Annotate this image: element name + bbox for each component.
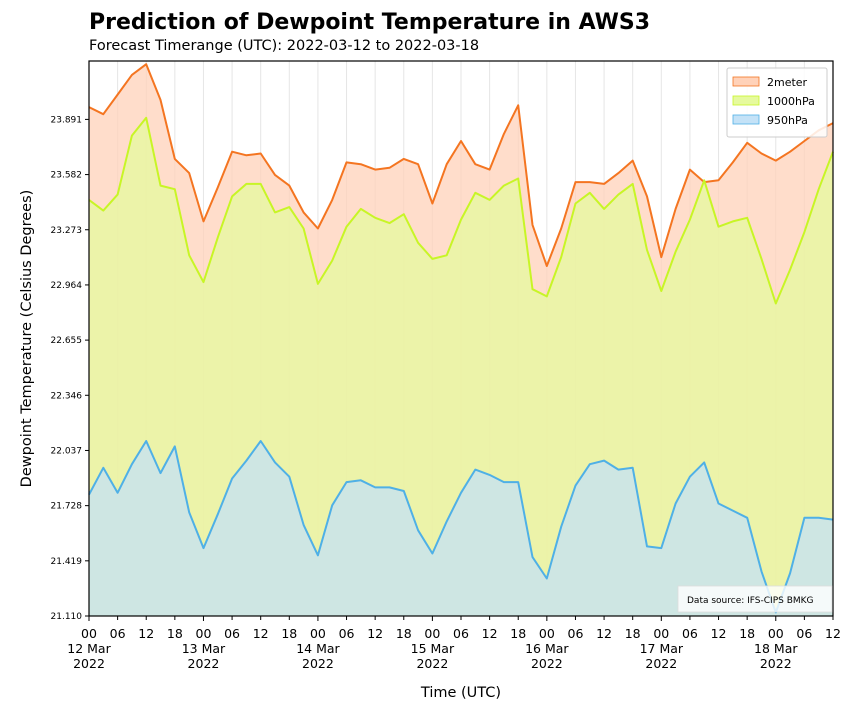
x-tick-label: 06 [796,626,812,641]
x-tick-label: 2022 [73,656,105,671]
x-tick-label: 2022 [645,656,677,671]
legend-swatch-2meter [732,76,760,87]
data-source-note: Data source: IFS-CIPS BMKG [677,585,833,613]
series-areas [89,64,833,617]
x-tick-label: 00 [310,626,326,641]
x-tick-label: 18 [510,626,526,641]
x-tick-label: 06 [682,626,698,641]
y-axis-label: Dewpoint Temperature (Celsius Degrees) [19,190,35,488]
x-tick-label: 12 [711,626,727,641]
chart-subtitle: Forecast Timerange (UTC): 2022-03-12 to … [89,38,480,54]
x-tick-label: 13 Mar [182,641,226,656]
x-tick-label: 00 [196,626,212,641]
x-tick-label: 14 Mar [296,641,340,656]
line-1000hPa [88,116,834,305]
x-tick-label: 06 [453,626,469,641]
legend-label-1000hPa: 1000hPa [767,95,815,108]
y-tick-label: 22.037 [51,446,83,456]
x-tick-label: 18 [281,626,297,641]
x-tick-label: 2022 [188,656,220,671]
x-tick-label: 18 [396,626,412,641]
x-tick-label: 12 [596,626,612,641]
x-tick-label: 12 [367,626,383,641]
x-tick-label: 06 [339,626,355,641]
legend-swatch-950hPa [732,114,760,125]
y-tick-label: 22.964 [51,281,83,291]
y-tick-label: 21.728 [51,502,83,512]
y-tick-label: 23.582 [51,171,83,181]
x-tick-label: 2022 [531,656,563,671]
x-tick-label: 06 [224,626,240,641]
x-tick-label: 15 Mar [411,641,455,656]
x-tick-label: 18 [625,626,641,641]
chart-title: Prediction of Dewpoint Temperature in AW… [89,10,651,35]
line-950hPa [88,440,834,614]
x-axis-label: Time (UTC) [420,685,501,701]
data-source-label: Data source: IFS-CIPS BMKG [687,596,814,606]
series-lines [88,63,834,614]
x-tick-label: 2022 [302,656,334,671]
x-tick-label: 17 Mar [640,641,684,656]
y-tick-label: 22.655 [51,336,83,346]
x-tick-label: 12 [253,626,269,641]
x-tick-label: 12 [825,626,841,641]
x-tick-label: 18 [739,626,755,641]
x-tick-label: 12 [482,626,498,641]
data-source-box [677,585,833,613]
x-tick-label: 18 [167,626,183,641]
x-tick-label: 12 Mar [67,641,111,656]
x-tick-label: 18 Mar [754,641,798,656]
line-2meter [88,63,834,267]
legend-swatch-1000hPa [732,95,760,106]
x-tick-label: 00 [768,626,784,641]
y-axis-ticks: 21.110 21.419 21.728 22.037 22.346 22.655 22.9… [51,115,89,622]
x-tick-label: 00 [424,626,440,641]
y-tick-label: 21.110 [51,612,83,622]
x-tick-label: 06 [568,626,584,641]
y-tick-label: 23.273 [51,226,83,236]
x-tick-label: 12 [138,626,154,641]
x-tick-label: 16 Mar [525,641,569,656]
y-tick-label: 23.891 [51,115,83,125]
x-tick-label: 00 [81,626,97,641]
x-tick-label: 06 [110,626,126,641]
x-tick-label: 2022 [760,656,792,671]
area-950hPa [89,441,833,616]
legend: 2meter 1000hPa 950hPa [726,67,828,138]
legend-label-2meter: 2meter [767,76,808,89]
legend-label-950hPa: 950hPa [767,114,808,127]
x-tick-label: 00 [539,626,555,641]
y-tick-label: 21.419 [51,557,83,567]
y-tick-label: 22.346 [51,391,83,401]
x-tick-label: 00 [653,626,669,641]
x-tick-label: 2022 [416,656,448,671]
